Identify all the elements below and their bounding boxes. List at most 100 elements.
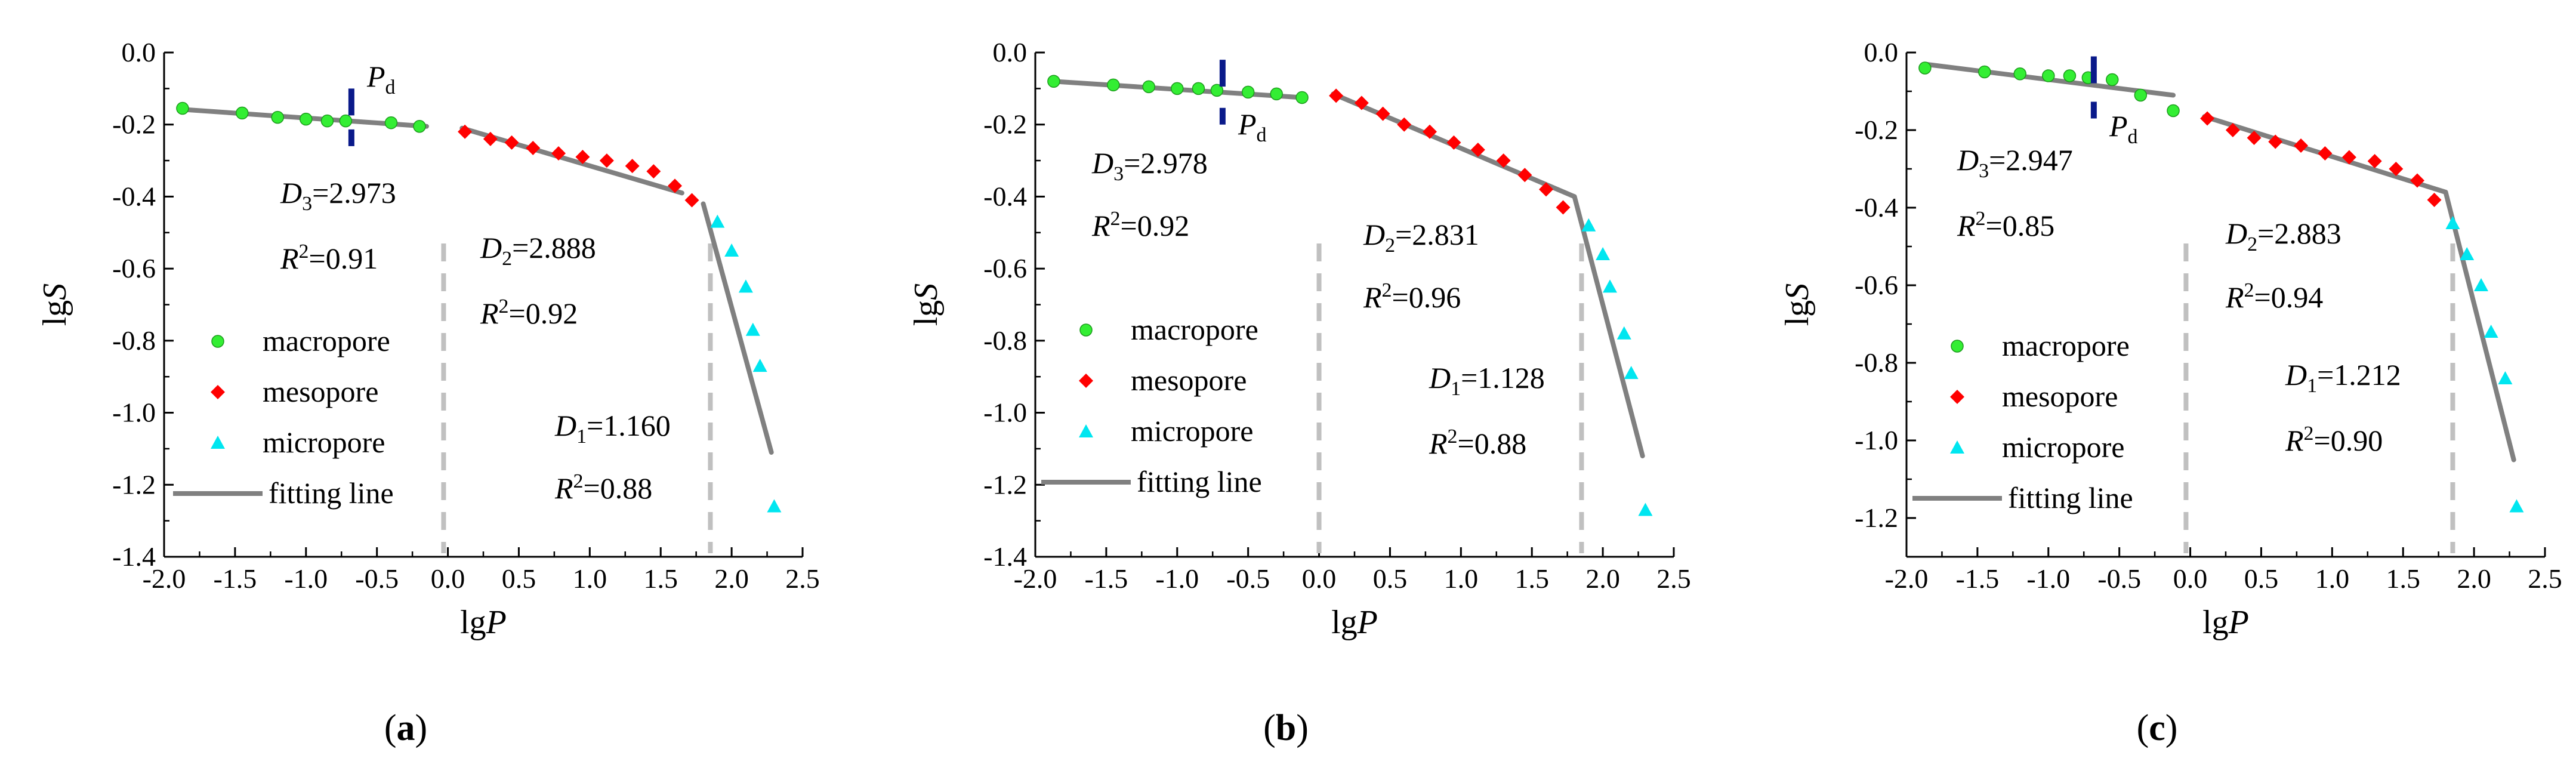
mesopore-point	[483, 131, 498, 146]
mesopore-point	[1423, 124, 1437, 139]
pd-label: Pd	[2109, 109, 2138, 148]
annotation-r2-3: R2=0.85	[1957, 208, 2054, 242]
macropore-point	[1142, 80, 1155, 94]
y-tick-label: -1.4	[112, 541, 156, 572]
micropore-point	[1616, 326, 1631, 340]
legend-label: micropore	[263, 426, 385, 459]
chart-panel: -2.0 -1.5 -1.0 -0.5 0.0 0.5 1.0 1.5 2.0 2.5 0.0 -0.…	[36, 37, 820, 748]
y-tick-label: -0.8	[983, 325, 1027, 356]
annotation-r2-2: R2=0.92	[480, 295, 578, 330]
x-tick-label: -2.0	[1014, 563, 1057, 594]
x-tick-label: 0.0	[1302, 563, 1337, 594]
mesopore-point	[1470, 142, 1485, 157]
micropore-point	[1624, 366, 1639, 380]
macropore-point	[176, 101, 189, 115]
pd-label: Pd	[1238, 107, 1267, 146]
y-tick-label: -0.6	[983, 253, 1027, 283]
macropore-point	[1918, 61, 1932, 75]
micropore-point	[767, 499, 782, 513]
x-tick-label: -1.0	[1155, 563, 1199, 594]
mesopore-point	[575, 150, 590, 165]
panel-label: (a)	[384, 708, 427, 748]
y-tick-label: -0.8	[112, 325, 156, 356]
x-tick-label: 2.5	[785, 563, 820, 594]
mesopore-point	[504, 135, 519, 150]
mesopore-point	[2225, 123, 2240, 137]
annotation-r2-2: R2=0.94	[2225, 279, 2323, 314]
macropore-point	[1047, 75, 1060, 88]
macropore-point	[1171, 82, 1184, 95]
macropore-point	[300, 112, 313, 126]
x-tick-label: 1.5	[643, 563, 678, 594]
micropore-point	[2474, 278, 2488, 291]
fit-line	[1572, 194, 1645, 458]
legend-label: micropore	[2002, 430, 2124, 464]
x-tick-label: -0.5	[2097, 563, 2141, 594]
y-tick-label: -1.0	[112, 397, 156, 428]
legend-micropore-symbol	[1079, 424, 1093, 437]
mesopore-point	[599, 153, 614, 168]
y-tick-label: -1.0	[983, 397, 1027, 428]
annotation-r2-1: R2=0.88	[554, 470, 652, 505]
legend-micropore-symbol	[211, 436, 225, 449]
x-tick-label: 0.0	[2173, 563, 2208, 594]
y-tick-label: -0.6	[112, 253, 156, 283]
y-tick-label: 0.0	[1864, 37, 1899, 67]
panel-label: (c)	[2137, 708, 2178, 748]
macropore-point	[384, 116, 398, 130]
x-axis-title: lgP	[2202, 604, 2249, 641]
mesopore-point	[1397, 117, 1412, 132]
annotation-d1: D1=1.160	[554, 409, 671, 448]
macropore-point	[339, 114, 353, 128]
mesopore-point	[684, 193, 699, 208]
y-tick-label: -0.4	[112, 181, 156, 211]
legend-label: macropore	[1131, 313, 1258, 346]
micropore-point	[752, 359, 767, 372]
x-tick-label: -2.0	[1885, 563, 1929, 594]
mesopore-point	[2427, 193, 2442, 207]
mesopore-point	[625, 159, 640, 174]
x-tick-label: -0.5	[355, 563, 399, 594]
y-tick-label: 0.0	[122, 37, 156, 67]
macropore-point	[1107, 78, 1120, 92]
chart-panel: -2.0 -1.5 -1.0 -0.5 0.0 0.5 1.0 1.5 2.0 2.5 0.0 -0.…	[1779, 37, 2562, 748]
mesopore-point	[1539, 182, 1553, 197]
mesopore-point	[526, 140, 541, 155]
mesopore-point	[551, 146, 566, 161]
micropore-point	[1596, 247, 1611, 260]
mesopore-point	[668, 178, 682, 193]
micropore-point	[2484, 325, 2498, 338]
chart-panel: -2.0 -1.5 -1.0 -0.5 0.0 0.5 1.0 1.5 2.0 2.5 0.0 -0.…	[908, 37, 1691, 748]
mesopore-point	[2268, 134, 2283, 149]
micropore-point	[1603, 279, 1617, 293]
x-tick-label: 2.0	[1585, 563, 1620, 594]
micropore-point	[724, 243, 739, 257]
legend-label: micropore	[1131, 414, 1253, 448]
macropore-point	[2013, 67, 2026, 81]
y-tick-label: -1.4	[983, 541, 1027, 572]
micropore-point	[1581, 218, 1596, 232]
legend-macropore-symbol	[1951, 340, 1964, 353]
mesopore-point	[1446, 135, 1461, 150]
x-tick-label: -1.5	[213, 563, 257, 594]
panel-label: (b)	[1263, 708, 1309, 748]
micropore-point	[745, 322, 760, 336]
legend-label: mesopore	[263, 375, 378, 408]
legend-label: macropore	[2002, 329, 2130, 362]
y-tick-label: -1.2	[983, 469, 1027, 500]
mesopore-point	[646, 164, 661, 179]
x-tick-label: 0.5	[2244, 563, 2279, 594]
micropore-point	[710, 214, 725, 228]
annotation-d1: D1=1.128	[1429, 361, 1545, 400]
legend-label: macropore	[263, 324, 390, 357]
x-tick-label: -1.0	[284, 563, 328, 594]
annotation-d1: D1=1.212	[2285, 358, 2401, 397]
macropore-point	[2134, 88, 2148, 102]
micropore-point	[1638, 502, 1653, 516]
mesopore-point	[2318, 146, 2333, 161]
mesopore-point	[2341, 150, 2356, 165]
x-tick-label: 2.0	[2457, 563, 2491, 594]
y-tick-label: -0.2	[112, 109, 156, 140]
annotation-r2-2: R2=0.96	[1363, 279, 1461, 314]
x-tick-label: 1.5	[2386, 563, 2420, 594]
